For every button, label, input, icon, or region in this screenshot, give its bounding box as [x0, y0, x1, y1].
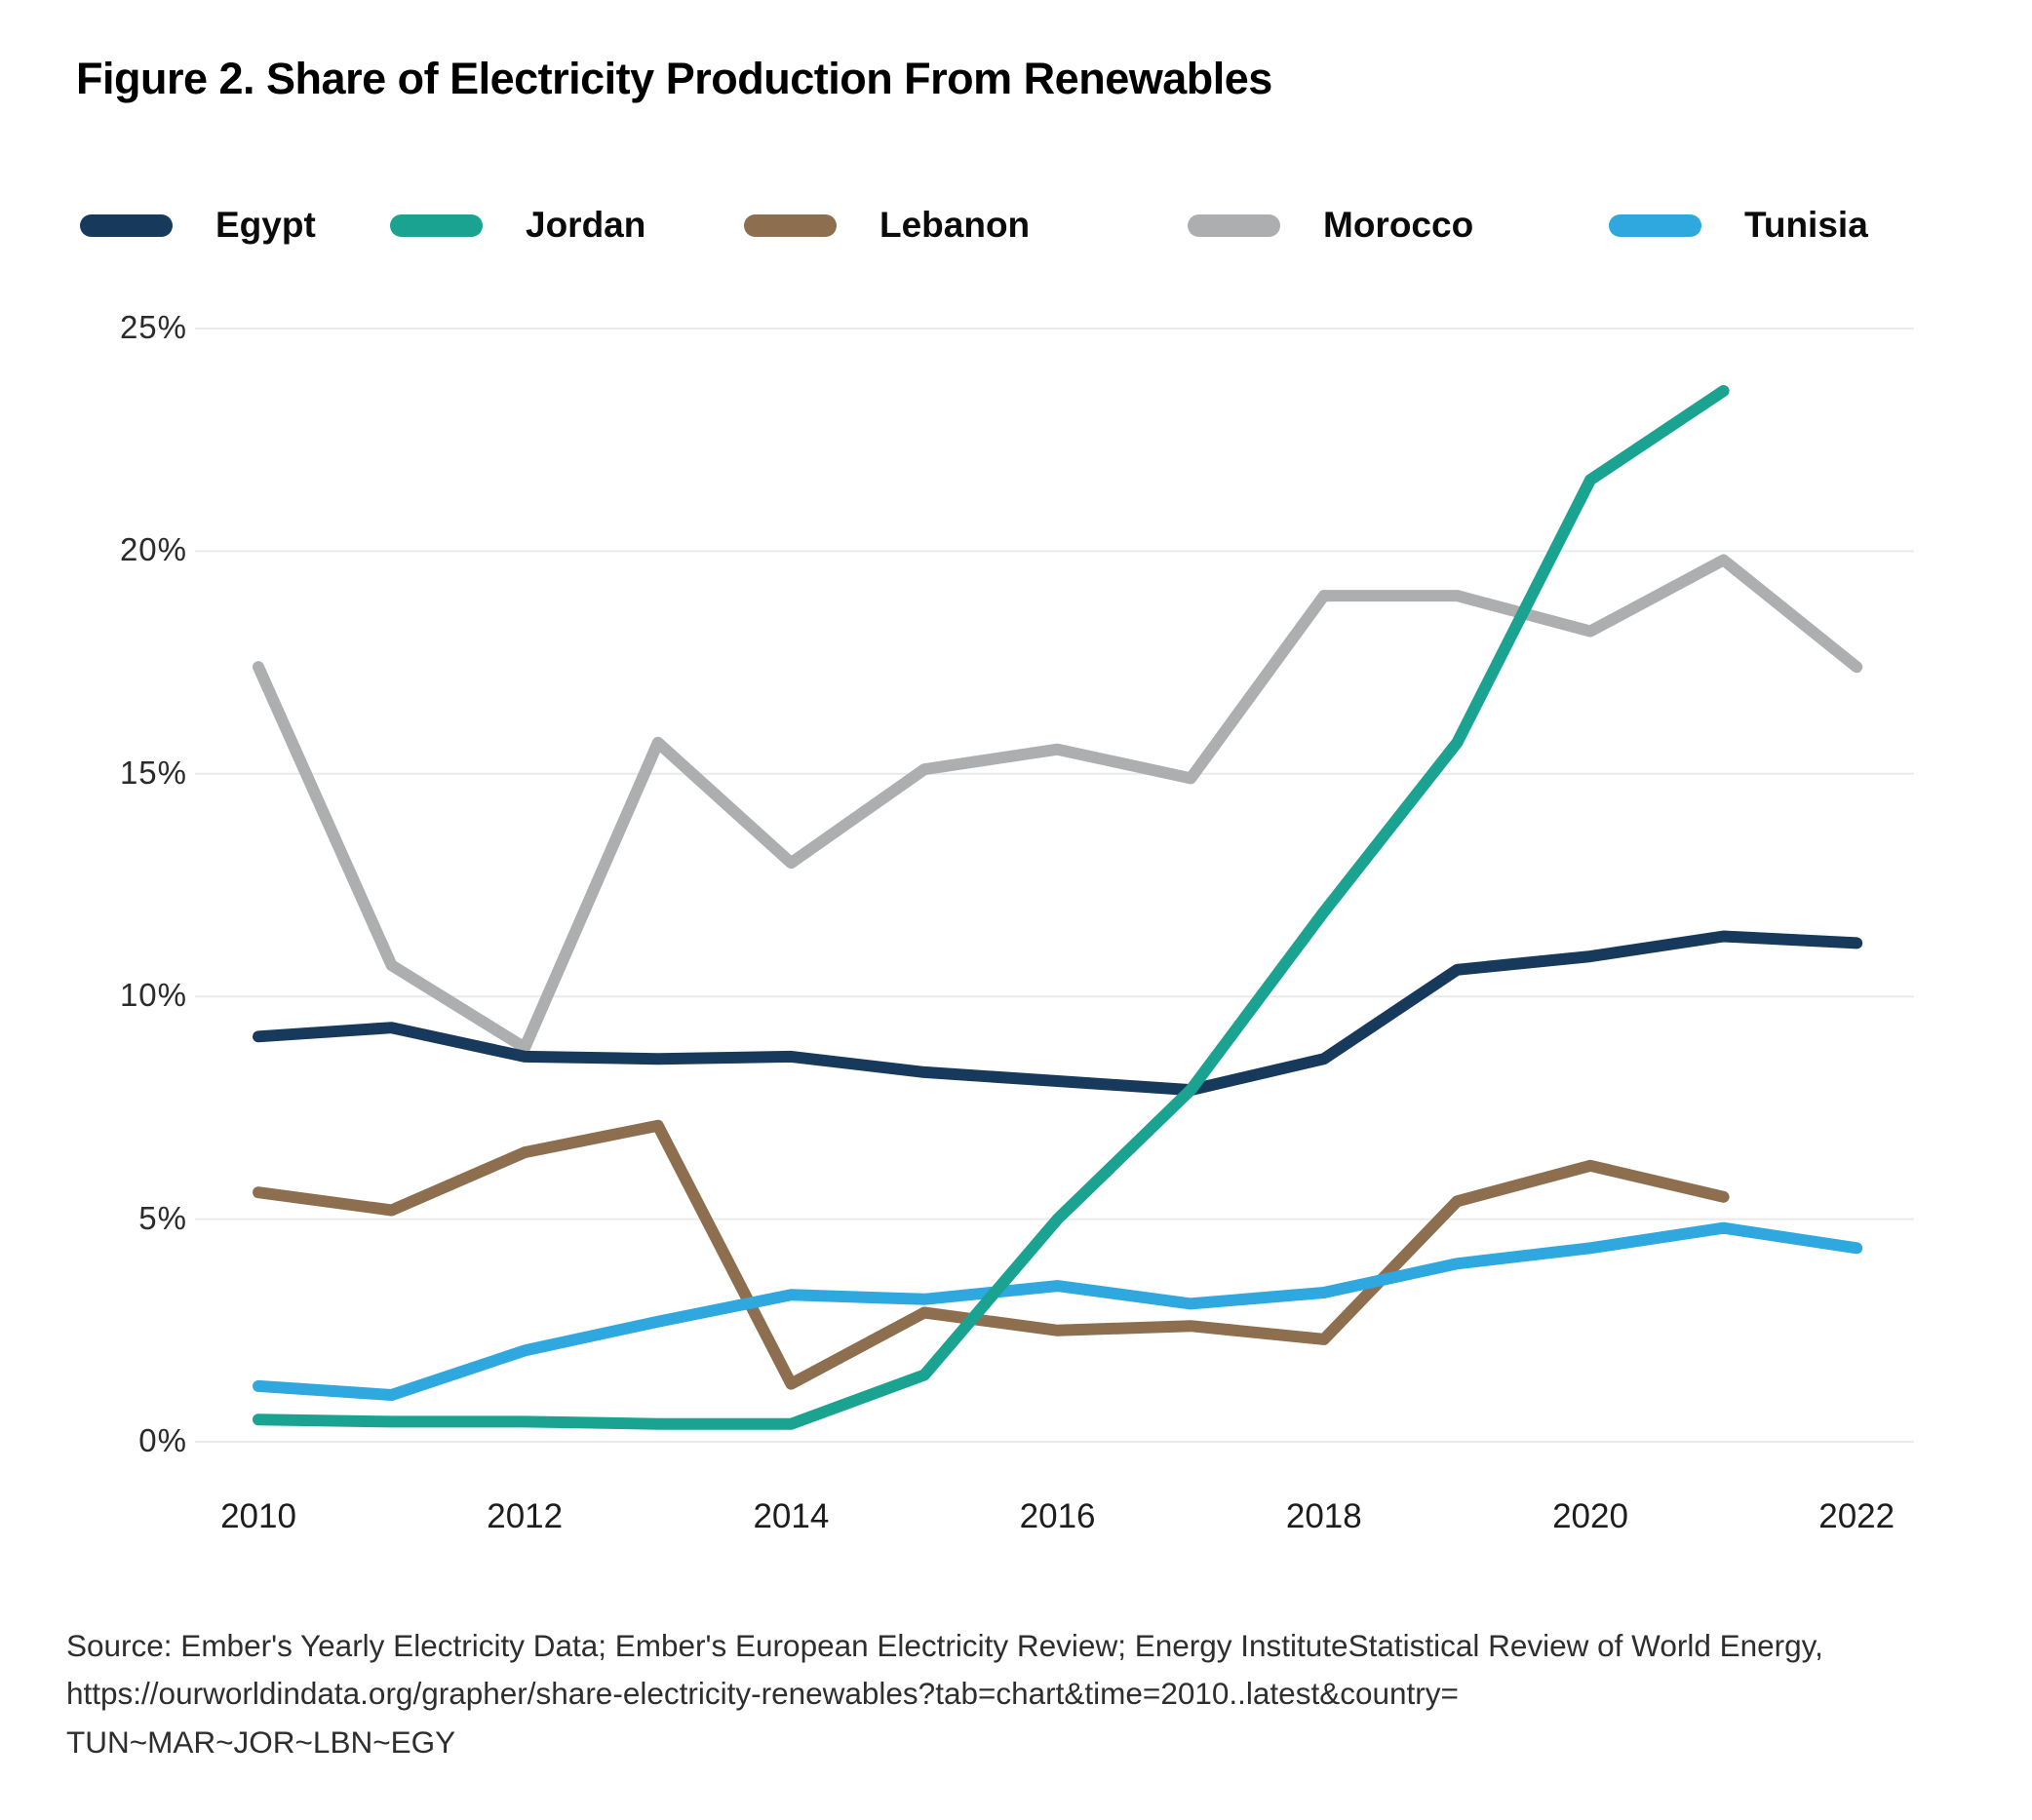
legend-item-tunisia: Tunisia: [1609, 205, 1868, 246]
lebanon-color-swatch: [744, 213, 837, 237]
tunisia-color-swatch: [1609, 213, 1701, 237]
series-line-morocco: [253, 554, 1863, 1054]
legend-label-tunisia: Tunisia: [1744, 205, 1868, 245]
y-tick-5%: 5%: [138, 1199, 187, 1236]
x-tick-2016: 2016: [1019, 1497, 1096, 1535]
series-line-jordan: [253, 385, 1730, 1430]
source-line-3: TUN~MAR~JOR~LBN~EGY: [66, 1723, 456, 1760]
legend-label-jordan: Jordan: [526, 205, 646, 245]
chart-title: Figure 2. Share of Electricity Productio…: [76, 54, 1272, 103]
y-tick-15%: 15%: [119, 754, 187, 791]
x-tick-2020: 2020: [1552, 1497, 1628, 1535]
legend-label-egypt: Egypt: [215, 205, 316, 245]
egypt-color-swatch: [80, 213, 173, 237]
x-tick-2018: 2018: [1285, 1497, 1362, 1535]
x-tick-2012: 2012: [487, 1497, 564, 1535]
y-tick-20%: 20%: [119, 531, 187, 568]
source-line-1: Source: Ember's Yearly Electricity Data;…: [66, 1628, 1823, 1663]
legend-label-morocco: Morocco: [1323, 205, 1474, 245]
source-line-2: https://ourworldindata.org/grapher/share…: [66, 1676, 1459, 1712]
x-tick-2022: 2022: [1818, 1497, 1895, 1535]
y-tick-10%: 10%: [119, 977, 187, 1014]
series-line-tunisia: [253, 1221, 1863, 1401]
jordan-color-swatch: [390, 213, 483, 237]
legend-item-egypt: Egypt: [80, 205, 316, 246]
series-line-egypt: [253, 930, 1863, 1097]
legend-item-jordan: Jordan: [390, 205, 645, 246]
series-line-lebanon: [253, 1119, 1730, 1390]
y-tick-25%: 25%: [119, 309, 187, 345]
legend-label-lebanon: Lebanon: [879, 205, 1031, 245]
chart-legend: Egypt Jordan Lebanon Morocco Tunisia: [0, 205, 2032, 250]
morocco-color-swatch: [1188, 213, 1280, 237]
source-note: Source: Ember's Yearly Electricity Data;…: [66, 1622, 1977, 1766]
x-tick-2014: 2014: [753, 1497, 830, 1535]
x-tick-2010: 2010: [220, 1497, 296, 1535]
y-tick-0%: 0%: [138, 1422, 187, 1458]
legend-item-lebanon: Lebanon: [744, 205, 1030, 246]
legend-item-morocco: Morocco: [1188, 205, 1473, 246]
